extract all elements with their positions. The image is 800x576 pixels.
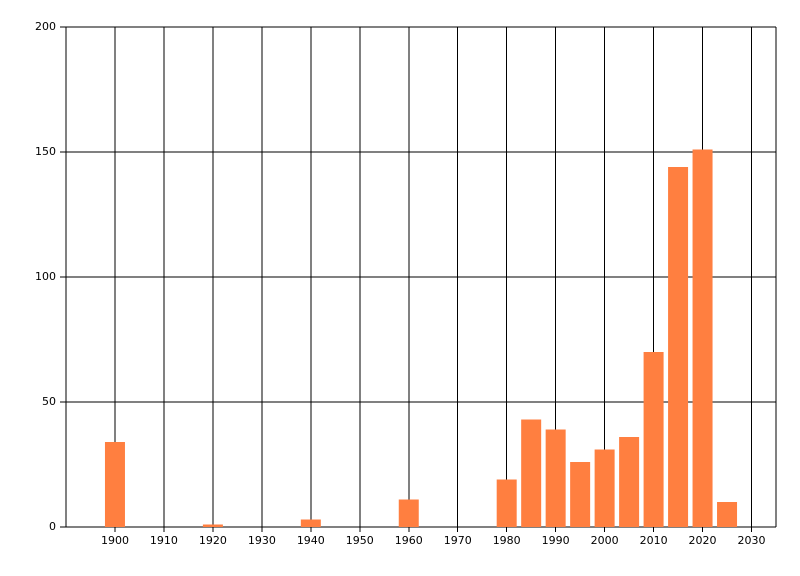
bar [521, 419, 542, 527]
y-tick-label: 150 [35, 145, 56, 158]
y-tick-label: 200 [35, 20, 56, 33]
x-tick-label: 1930 [248, 534, 276, 547]
x-tick-label: 1970 [444, 534, 472, 547]
bar [594, 449, 615, 527]
x-tick-label: 1960 [395, 534, 423, 547]
x-tick-label: 2020 [689, 534, 717, 547]
bar [545, 429, 566, 527]
bar [300, 519, 321, 527]
bar [398, 499, 419, 527]
bar [692, 149, 713, 527]
x-tick-label: 1920 [199, 534, 227, 547]
x-tick-label: 1900 [101, 534, 129, 547]
bar [104, 442, 125, 527]
bar [717, 502, 738, 527]
x-tick-label: 1950 [346, 534, 374, 547]
x-tick-label: 1940 [297, 534, 325, 547]
y-tick-label: 0 [49, 520, 56, 533]
y-tick-label: 100 [35, 270, 56, 283]
bar [202, 524, 223, 527]
y-tick-label: 50 [42, 395, 56, 408]
x-tick-label: 1980 [493, 534, 521, 547]
x-tick-label: 2030 [738, 534, 766, 547]
x-tick-label: 2000 [591, 534, 619, 547]
x-tick-label: 1990 [542, 534, 570, 547]
bar [619, 437, 640, 527]
bar [570, 462, 591, 527]
bar [668, 167, 689, 527]
bar [496, 479, 517, 527]
x-tick-label: 1910 [150, 534, 178, 547]
bar [643, 352, 664, 527]
x-tick-label: 2010 [640, 534, 668, 547]
